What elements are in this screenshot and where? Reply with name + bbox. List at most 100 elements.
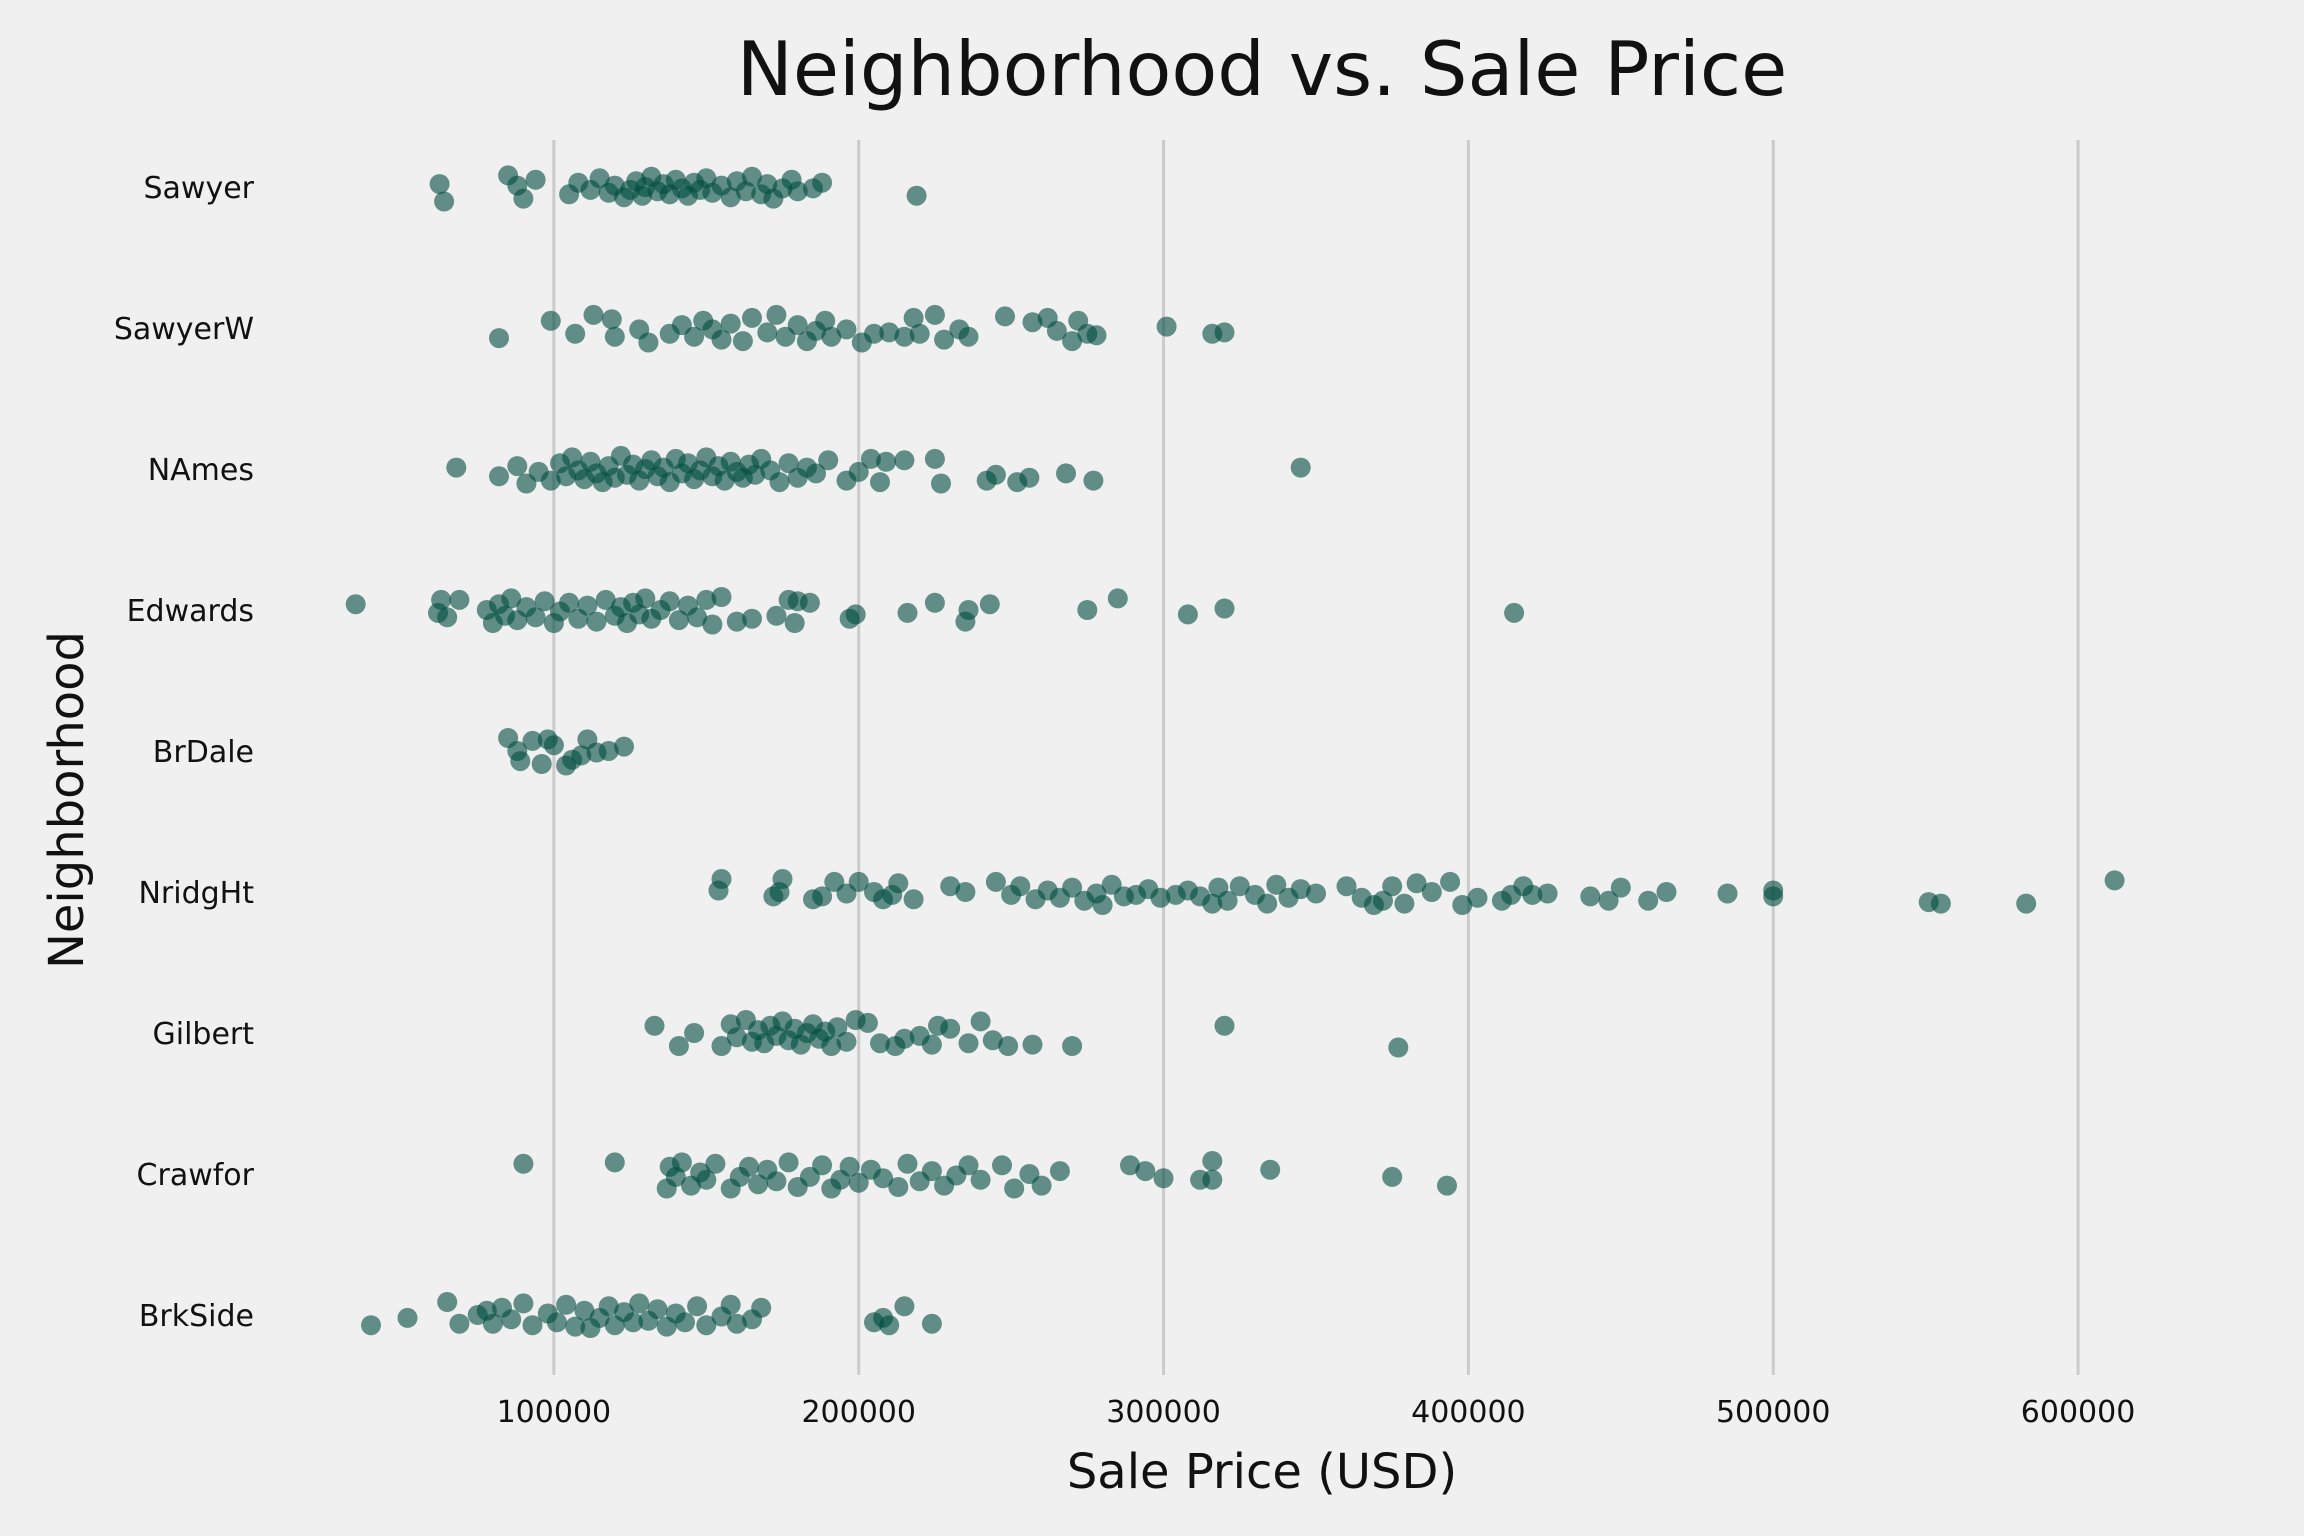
- data-point-brdale: [522, 730, 543, 751]
- data-point-crawfor: [739, 1156, 759, 1177]
- data-point-crawfor: [1202, 1169, 1223, 1190]
- data-point-edwards: [586, 611, 607, 632]
- data-point-edwards: [1504, 602, 1525, 623]
- data-point-names: [806, 463, 826, 484]
- data-point-gilbert: [1062, 1036, 1083, 1056]
- data-point-nridght: [1306, 883, 1326, 904]
- data-point-nridght: [955, 882, 976, 902]
- data-point-sawyerw: [638, 332, 659, 353]
- data-point-brkside: [546, 1312, 567, 1333]
- x-tick-labels: 100000 200000 300000 400000 500000 600000: [497, 1395, 2136, 1430]
- data-point-nridght: [1763, 880, 1784, 901]
- data-point-nridght: [1202, 893, 1223, 914]
- data-point-names: [894, 450, 915, 471]
- data-point-nridght: [1656, 882, 1677, 902]
- data-point-crawfor: [1153, 1168, 1174, 1189]
- data-point-names: [985, 464, 1006, 485]
- data-point-sawyerw: [787, 315, 808, 336]
- data-point-nridght: [1373, 890, 1393, 911]
- data-point-gilbert: [726, 1027, 747, 1048]
- data-point-sawyer: [525, 169, 546, 190]
- y-tick-label: Crawfor: [137, 1158, 255, 1193]
- data-point-edwards: [559, 592, 580, 613]
- data-point-names: [848, 461, 869, 482]
- data-point-crawfor: [1004, 1178, 1025, 1199]
- data-point-edwards: [687, 607, 708, 628]
- data-point-crawfor: [1120, 1155, 1140, 1176]
- data-point-sawyerw: [565, 323, 586, 344]
- data-points: [345, 165, 2125, 1338]
- data-point-brkside: [629, 1293, 650, 1314]
- data-point-names: [507, 456, 528, 477]
- data-point-names: [540, 470, 561, 491]
- data-point-nridght: [2016, 893, 2037, 914]
- x-axis-label: Sale Price (USD): [1067, 1444, 1457, 1500]
- data-point-brkside: [513, 1293, 534, 1314]
- data-point-nridght: [1421, 882, 1442, 902]
- data-point-edwards: [635, 588, 656, 609]
- data-point-nridght: [1638, 890, 1659, 911]
- data-point-edwards: [1077, 600, 1098, 620]
- data-point-brkside: [894, 1296, 915, 1317]
- data-point-gilbert: [921, 1034, 942, 1055]
- data-point-edwards: [702, 614, 723, 635]
- data-point-sawyerw: [1214, 322, 1235, 343]
- data-point-sawyer: [742, 166, 762, 187]
- data-point-gilbert: [894, 1028, 915, 1049]
- data-point-nridght: [812, 886, 833, 907]
- data-point-edwards: [1107, 588, 1128, 609]
- y-tick-label: Gilbert: [152, 1017, 254, 1052]
- data-point-brdale: [531, 754, 552, 774]
- data-point-sawyerw: [732, 331, 753, 352]
- chart-title: Neighborhood vs. Sale Price: [737, 25, 1787, 113]
- data-point-edwards: [345, 594, 366, 615]
- data-point-names: [1019, 467, 1040, 488]
- data-point-crawfor: [848, 1172, 869, 1193]
- data-point-sawyerw: [1062, 331, 1083, 352]
- data-point-brkside: [437, 1292, 458, 1312]
- data-point-sawyerw: [766, 304, 787, 325]
- data-point-sawyerw: [894, 326, 915, 347]
- data-point-gilbert: [870, 1033, 890, 1054]
- data-point-gilbert: [644, 1015, 665, 1036]
- data-point-crawfor: [513, 1153, 534, 1174]
- data-point-edwards: [437, 607, 458, 628]
- data-point-sawyerw: [1046, 320, 1067, 341]
- data-point-crawfor: [705, 1153, 726, 1174]
- data-point-sawyerw: [995, 306, 1015, 327]
- data-point-brkside: [675, 1312, 695, 1333]
- data-point-brkside: [720, 1294, 741, 1315]
- data-point-sawyerw: [720, 313, 741, 334]
- y-tick-label: NAmes: [148, 453, 254, 488]
- data-point-crawfor: [671, 1152, 692, 1173]
- data-point-crawfor: [1382, 1166, 1403, 1187]
- y-tick-label: NridgHt: [138, 876, 254, 911]
- data-point-nridght: [1452, 895, 1473, 915]
- data-point-nridght: [1062, 877, 1083, 898]
- grid-lines: [552, 140, 2080, 1375]
- y-tick-label: BrkSide: [139, 1299, 254, 1334]
- data-point-sawyerw: [958, 326, 979, 347]
- data-point-edwards: [766, 605, 787, 626]
- data-point-sawyerw: [540, 310, 561, 331]
- data-point-gilbert: [1022, 1034, 1043, 1055]
- data-point-gilbert: [857, 1012, 878, 1033]
- data-point-sawyer: [906, 185, 927, 206]
- data-point-edwards: [501, 588, 522, 609]
- data-point-sawyer: [812, 172, 833, 193]
- data-point-nridght: [711, 869, 732, 889]
- data-point-brkside: [449, 1313, 470, 1334]
- data-point-nridght: [1406, 873, 1427, 894]
- data-point-nridght: [940, 876, 961, 897]
- data-point-brkside: [696, 1315, 717, 1336]
- x-tick-label: 300000: [1106, 1395, 1221, 1430]
- data-point-sawyer: [787, 181, 808, 202]
- data-point-edwards: [668, 610, 689, 631]
- x-tick-label: 500000: [1716, 1395, 1831, 1430]
- data-point-edwards: [711, 587, 732, 607]
- data-point-crawfor: [778, 1152, 799, 1173]
- data-point-gilbert: [836, 1031, 857, 1052]
- data-point-names: [1290, 457, 1311, 478]
- data-point-nridght: [1092, 895, 1113, 915]
- data-point-nridght: [903, 889, 924, 910]
